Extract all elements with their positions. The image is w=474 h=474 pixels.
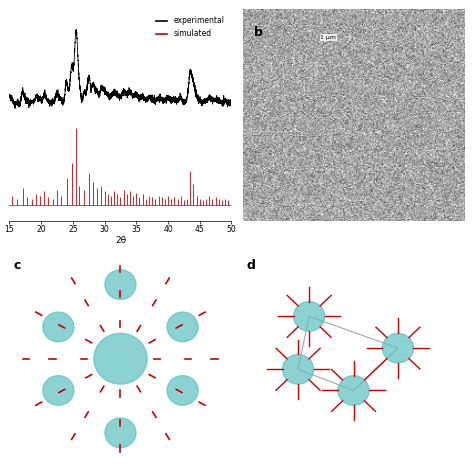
Circle shape [383,333,413,363]
Circle shape [105,418,136,447]
Circle shape [43,375,74,405]
Text: d: d [247,259,256,272]
Circle shape [338,375,369,405]
Circle shape [94,333,147,384]
Circle shape [293,301,325,331]
Circle shape [105,270,136,300]
Circle shape [43,312,74,342]
Circle shape [167,312,198,342]
Text: c: c [14,259,21,272]
Text: b: b [254,27,263,39]
Circle shape [167,375,198,405]
Legend: experimental, simulated: experimental, simulated [153,13,228,41]
X-axis label: 2θ: 2θ [115,236,126,245]
Circle shape [283,355,314,384]
Text: 1 μm: 1 μm [320,35,336,40]
